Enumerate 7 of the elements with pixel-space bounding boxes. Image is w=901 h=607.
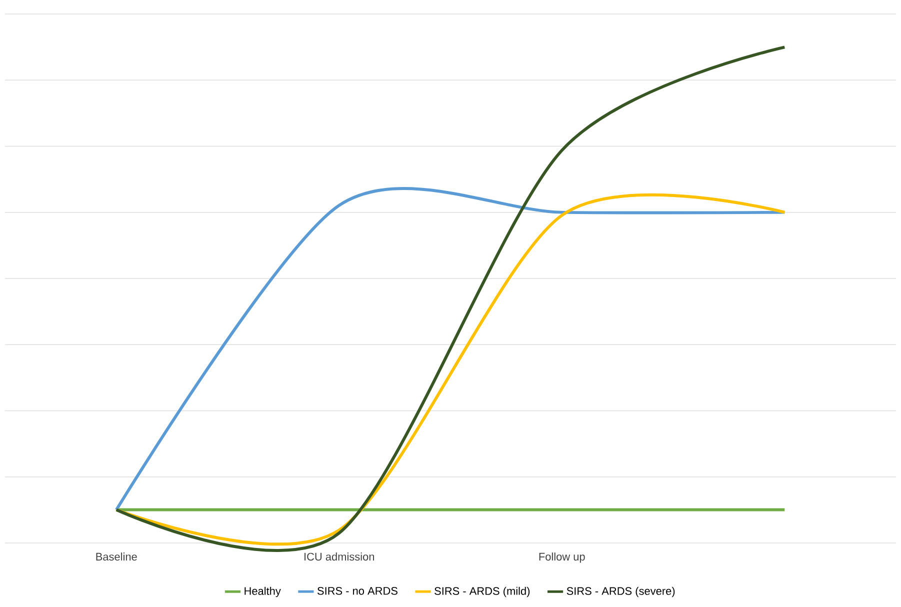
legend-label: SIRS - ARDS (mild) <box>434 586 530 598</box>
x-tick-label: Follow up <box>539 552 585 563</box>
legend-label: SIRS - no ARDS <box>317 587 398 595</box>
legend-label: Healthy <box>244 586 281 598</box>
x-tick-label: ICU admission <box>304 552 374 561</box>
legend-label: SIRS - ARDS (severe) <box>566 586 675 598</box>
x-tick-label: Baseline <box>96 552 137 561</box>
